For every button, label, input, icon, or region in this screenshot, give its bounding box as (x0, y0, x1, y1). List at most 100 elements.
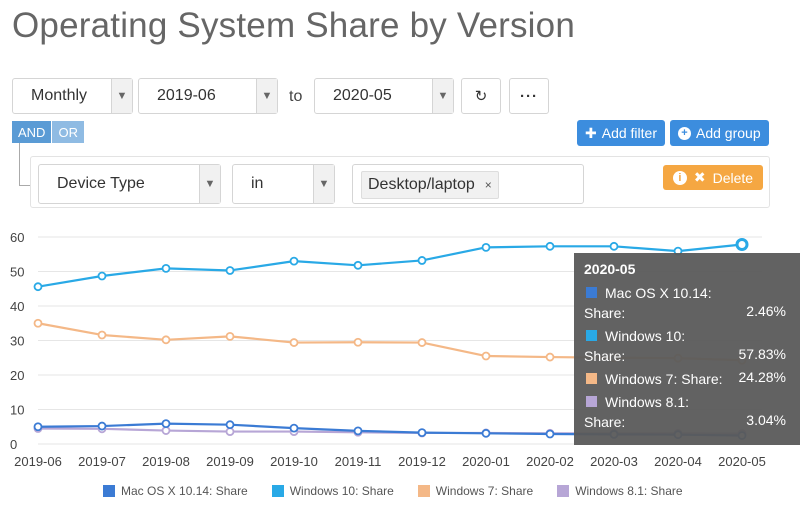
x-tick-label: 2019-07 (78, 454, 126, 469)
tooltip-name-line2: Share: (584, 414, 626, 430)
x-tick-label: 2019-08 (142, 454, 190, 469)
legend-label: Windows 8.1: Share (575, 484, 683, 498)
tooltip-value: 2.46% (746, 303, 786, 319)
or-toggle[interactable]: OR (51, 121, 84, 143)
data-point (353, 260, 363, 270)
logic-toggle: AND OR (12, 121, 84, 143)
chevron-down-icon: ▼ (199, 165, 220, 203)
data-point (225, 331, 235, 341)
legend-item-mac[interactable]: Mac OS X 10.14: Share (103, 484, 248, 498)
legend-label: Mac OS X 10.14: Share (121, 484, 248, 498)
tooltip-swatch (586, 287, 597, 298)
tooltip-value: 3.04% (746, 412, 786, 428)
data-point (97, 421, 107, 431)
tooltip-name-line2: Share: (584, 348, 626, 364)
data-point (97, 271, 107, 281)
plus-circle-icon: + (678, 126, 691, 140)
x-tick-label: 2020-01 (462, 454, 510, 469)
data-point (481, 351, 491, 361)
plus-icon: ✚ (585, 124, 597, 141)
legend-swatch (271, 485, 284, 497)
data-point (161, 335, 171, 345)
remove-tag-icon[interactable]: × (484, 178, 492, 192)
tooltip-value: 24.28% (738, 369, 786, 385)
tooltip-row: Windows 10: Share: 57.83% (584, 324, 792, 367)
data-point (417, 338, 427, 347)
chevron-down-icon: ▼ (432, 79, 453, 113)
filter-value-tag: Desktop/laptop × (361, 171, 499, 199)
x-tick-label: 2019-11 (335, 454, 382, 469)
filter-field-value: Device Type (57, 175, 145, 192)
filter-values-input[interactable]: Desktop/laptop × (352, 164, 584, 204)
data-point (161, 263, 171, 273)
tooltip-series-name: Mac OS X 10.14: Share: (584, 283, 735, 323)
close-icon: ✖ (693, 169, 706, 185)
legend-item-win10[interactable]: Windows 10: Share (271, 484, 394, 498)
tooltip-name-line1: Mac OS X 10.14: (605, 285, 712, 301)
date-to-select[interactable]: 2020-05 ▼ (314, 78, 454, 114)
data-point (225, 420, 235, 430)
data-point (609, 241, 619, 251)
date-from-select[interactable]: 2019-06 ▼ (138, 78, 278, 114)
date-from-value: 2019-06 (157, 87, 216, 104)
add-filter-button[interactable]: ✚ Add filter (577, 120, 665, 146)
filter-operator-select[interactable]: in ▼ (232, 164, 335, 204)
tooltip-series-name: Windows 8.1: Share: (584, 392, 735, 432)
tooltip-name-line2: Share: (584, 305, 626, 321)
y-tick-label: 0 (10, 437, 17, 452)
tooltip-series-name: Windows 10: Share: (584, 326, 735, 366)
chart-tooltip: 2020-05 Mac OS X 10.14: Share: 2.46% Win… (574, 253, 800, 445)
chevron-down-icon: ▼ (111, 79, 132, 113)
tooltip-swatch (586, 373, 597, 384)
tooltip-name-line1: Windows 10: (605, 328, 686, 344)
refresh-button[interactable]: ↻ (461, 78, 501, 114)
data-point (545, 241, 555, 251)
data-point (735, 237, 749, 251)
add-filter-label: Add filter (601, 125, 657, 141)
data-point (161, 419, 171, 429)
y-tick-label: 20 (10, 368, 24, 383)
filter-operator-value: in (251, 175, 264, 192)
data-point (289, 338, 299, 347)
filter-field-select[interactable]: Device Type ▼ (38, 164, 221, 204)
delete-label: Delete (712, 169, 754, 186)
legend-label: Windows 10: Share (289, 484, 394, 498)
x-tick-label: 2020-05 (718, 454, 766, 469)
x-tick-label: 2019-12 (398, 454, 446, 469)
data-point (97, 330, 107, 340)
data-point (225, 427, 235, 436)
x-tick-label: 2020-04 (654, 454, 702, 469)
data-point (545, 352, 555, 362)
x-tick-label: 2019-06 (14, 454, 62, 469)
refresh-icon: ↻ (474, 88, 488, 105)
page-title: Operating System Share by Version (12, 6, 575, 45)
legend-swatch (557, 485, 570, 497)
data-point (161, 426, 171, 435)
data-point (33, 422, 43, 432)
y-tick-label: 30 (10, 334, 24, 349)
date-to-value: 2020-05 (333, 87, 392, 104)
legend-swatch (103, 485, 115, 497)
data-point (289, 256, 299, 266)
data-point (545, 429, 555, 439)
more-options-button[interactable]: ··· (509, 78, 549, 114)
ellipsis-icon: ··· (520, 87, 538, 105)
data-point (33, 282, 43, 292)
series-line (37, 243, 743, 288)
data-point (225, 266, 235, 275)
y-tick-label: 10 (10, 403, 24, 418)
legend-item-win81[interactable]: Windows 8.1: Share (557, 484, 683, 498)
granularity-value: Monthly (31, 87, 88, 104)
y-tick-label: 50 (10, 265, 24, 280)
delete-filter-button[interactable]: i ✖ Delete (663, 165, 763, 190)
add-group-button[interactable]: + Add group (670, 120, 769, 146)
tooltip-name-line1: Windows 8.1: (605, 394, 690, 410)
and-toggle[interactable]: AND (12, 121, 52, 143)
group-connector (19, 143, 34, 186)
granularity-select[interactable]: Monthly ▼ (12, 78, 133, 114)
filter-value-label: Desktop/laptop (368, 176, 475, 193)
legend-item-win7[interactable]: Windows 7: Share (417, 484, 533, 498)
info-icon: i (672, 170, 687, 185)
data-point (417, 256, 427, 265)
y-tick-label: 40 (10, 299, 24, 314)
